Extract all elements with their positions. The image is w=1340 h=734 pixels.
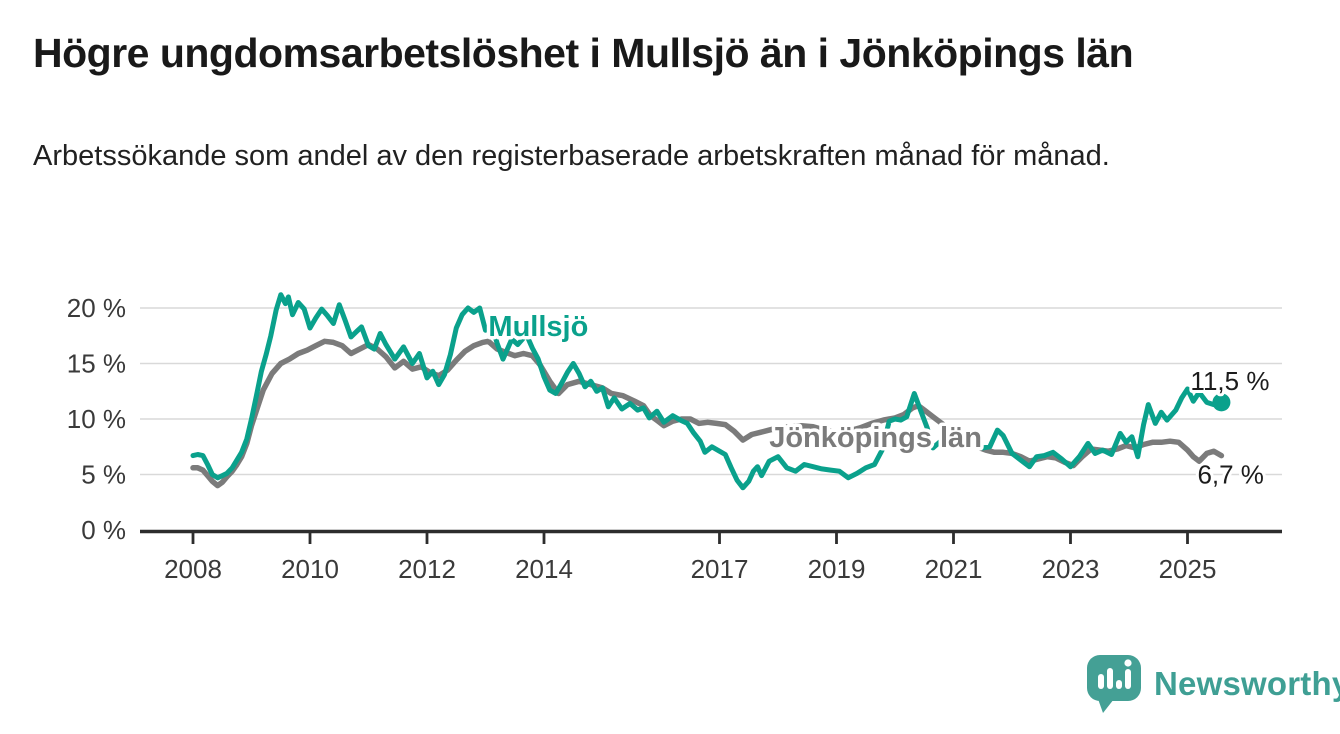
x-tick-label: 2010 <box>281 554 339 584</box>
x-tick-label: 2019 <box>808 554 866 584</box>
end-value-label: 11,5 % <box>1190 366 1269 396</box>
y-tick-label: 5 % <box>81 460 126 490</box>
page-title: Högre ungdomsarbetslöshet i Mullsjö än i… <box>33 30 1134 76</box>
y-tick-label: 20 % <box>67 293 126 323</box>
newsworthy-icon <box>1087 655 1141 713</box>
x-tick-label: 2023 <box>1042 554 1100 584</box>
y-tick-label: 10 % <box>67 404 126 434</box>
x-tick-label: 2014 <box>515 554 573 584</box>
x-tick-label: 2008 <box>164 554 222 584</box>
y-tick-label: 0 % <box>81 515 126 545</box>
series-label: Mullsjö <box>488 311 588 343</box>
series-line-mullsjo <box>190 292 1224 491</box>
chart-subtitle: Arbetssökande som andel av den registerb… <box>33 140 1110 172</box>
y-tick-label: 15 % <box>67 349 126 379</box>
x-tick-label: 2025 <box>1159 554 1217 584</box>
series-end-dot <box>1212 393 1231 412</box>
x-tick-label: 2012 <box>398 554 456 584</box>
x-tick-label: 2021 <box>925 554 983 584</box>
newsworthy-logo: Newsworthy <box>1085 653 1340 715</box>
newsworthy-wordmark: Newsworthy <box>1154 665 1340 702</box>
end-value-label: 6,7 % <box>1197 459 1264 489</box>
x-tick-label: 2017 <box>691 554 749 584</box>
series-label: Jönköpings län <box>769 422 982 454</box>
